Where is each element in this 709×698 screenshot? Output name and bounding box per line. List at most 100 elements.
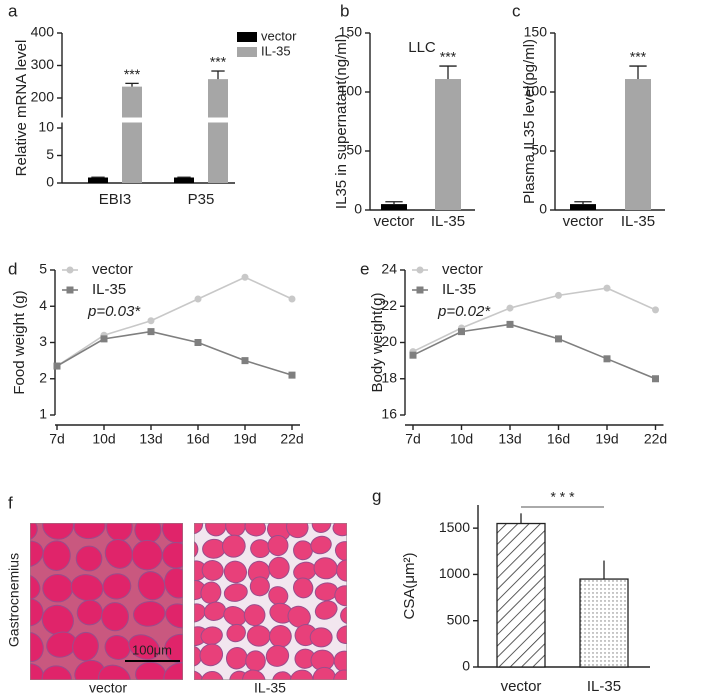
muscle-fiber [200, 671, 224, 680]
y-tick-label: 50 [531, 142, 547, 158]
y-tick-label: 5 [39, 261, 47, 277]
muscle-fiber [163, 662, 183, 680]
muscle-fiber [41, 665, 72, 680]
y-tick-label: 16 [381, 406, 397, 422]
muscle-fiber [244, 523, 266, 537]
muscle-fiber [293, 577, 314, 599]
muscle-fiber [272, 671, 293, 680]
muscle-fiber [42, 523, 74, 540]
x-tick-label: 7d [405, 431, 421, 447]
y-axis-label: Plasma IL35 level(pg/ml) [521, 39, 538, 204]
legend-marker [66, 266, 74, 274]
point [506, 304, 514, 312]
point [603, 355, 611, 363]
x-tick-label: 19d [233, 431, 256, 447]
muscle-fiber [223, 583, 248, 602]
y-tick-label: 0 [462, 658, 470, 674]
x-tick-label: 19d [595, 431, 618, 447]
x-tick-label: vector [563, 213, 604, 230]
muscle-fiber [161, 523, 183, 544]
x-tick-label: 10d [450, 431, 473, 447]
image-ylabel: Gastrocnemius [6, 553, 22, 647]
y-tick-label: 150 [524, 24, 548, 40]
x-tick-label: 22d [280, 431, 303, 447]
histology-image [194, 523, 347, 680]
y-tick-label: 400 [31, 24, 55, 40]
muscle-fiber [101, 602, 129, 632]
panel-label: f [8, 493, 13, 512]
x-tick-label: IL-35 [621, 213, 655, 230]
muscle-fiber [194, 523, 204, 535]
muscle-fiber [314, 600, 338, 620]
bar [579, 578, 629, 668]
point [100, 335, 108, 343]
muscle-fiber [106, 523, 133, 542]
muscle-fiber [334, 585, 347, 607]
panel-label: d [8, 259, 17, 278]
muscle-fiber [268, 586, 289, 606]
muscle-fiber [333, 669, 347, 680]
y-tick-label: 500 [447, 611, 471, 627]
muscle-fiber [41, 604, 74, 636]
muscle-fiber [223, 560, 247, 584]
y-tick-label: 10 [38, 119, 54, 135]
error-bar [385, 201, 403, 205]
y-tick-label: 0 [354, 201, 362, 217]
muscle-fiber [243, 604, 266, 627]
bar [381, 204, 407, 210]
bar [122, 86, 142, 118]
muscle-fiber [201, 560, 224, 581]
muscle-fiber [226, 623, 246, 643]
muscle-fiber [267, 534, 289, 557]
line [412, 287, 656, 353]
muscle-fiber [104, 538, 133, 569]
bar [208, 122, 228, 183]
legend-label: vector [261, 28, 297, 43]
legend-marker [416, 286, 424, 294]
point [241, 273, 249, 281]
point [652, 306, 659, 314]
error-bar [125, 82, 139, 87]
significance: *** [210, 54, 227, 70]
muscle-fiber [30, 540, 44, 568]
muscle-fiber [42, 540, 71, 571]
bar [88, 177, 108, 183]
bar [496, 522, 546, 668]
x-tick-label: 22d [644, 431, 667, 447]
x-tick-label: IL-35 [587, 678, 621, 695]
muscle-fiber [246, 625, 271, 647]
y-axis-label: Relative mRNA level [13, 40, 30, 177]
panel-label: c [512, 1, 521, 20]
point [555, 291, 562, 299]
bar [435, 79, 461, 211]
panel-label: b [340, 1, 349, 20]
point [288, 371, 296, 379]
muscle-fiber [164, 567, 183, 599]
image-caption: IL-35 [254, 680, 286, 696]
x-tick-label: 13d [498, 431, 521, 447]
bar [570, 204, 596, 210]
muscle-fiber [340, 606, 347, 625]
legend-label: vector [92, 261, 133, 278]
legend-label: IL-35 [92, 281, 126, 298]
y-tick-label: 24 [381, 261, 397, 277]
y-tick-label: 1 [39, 406, 47, 422]
muscle-fiber [242, 669, 266, 680]
histology-image [30, 523, 183, 680]
legend-marker [66, 286, 74, 294]
muscle-fiber [104, 635, 131, 660]
muscle-fiber [30, 598, 44, 627]
significance: * * * [550, 489, 575, 505]
x-tick-label: 16d [186, 431, 209, 447]
y-tick-label: 3 [39, 333, 47, 349]
muscle-fiber [30, 573, 41, 600]
y-tick-label: 50 [346, 142, 362, 158]
y-axis-label: Body weight(g) [369, 292, 386, 392]
x-tick-label: IL-35 [431, 213, 465, 230]
point [652, 375, 659, 383]
y-tick-label: 150 [339, 24, 363, 40]
y-tick-label: 20 [381, 333, 397, 349]
muscle-fiber [133, 601, 166, 627]
line [412, 323, 656, 380]
panel-label: a [8, 1, 18, 20]
